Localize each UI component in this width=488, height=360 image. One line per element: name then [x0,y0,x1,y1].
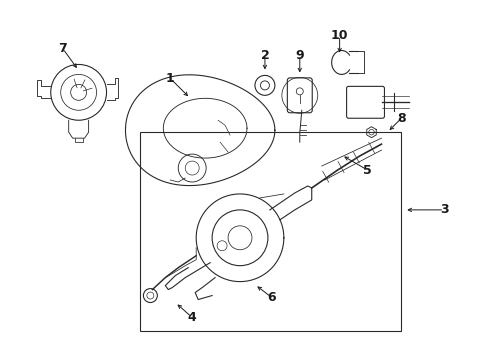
Text: 3: 3 [439,203,447,216]
Text: 2: 2 [260,49,269,62]
Text: 1: 1 [165,72,174,85]
Text: 7: 7 [58,42,67,55]
Text: 6: 6 [267,291,276,304]
Bar [140,132,401,332]
Text: 4: 4 [187,311,196,324]
Text: 5: 5 [363,163,371,176]
Text: 8: 8 [396,112,405,125]
Text: 9: 9 [295,49,304,62]
Text: 10: 10 [330,29,347,42]
